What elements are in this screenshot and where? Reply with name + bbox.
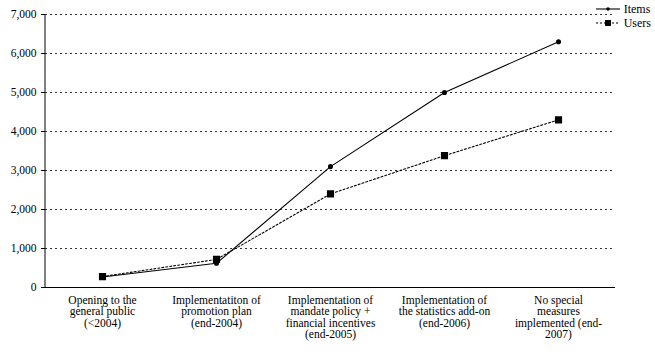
svg-text:Implementation ofmandate polic: Implementation ofmandate policy +financi… bbox=[286, 294, 376, 342]
html-text:Users: Users bbox=[623, 15, 651, 30]
svg-text:2,000: 2,000 bbox=[11, 203, 37, 216]
svg-text:4,000: 4,000 bbox=[11, 125, 37, 138]
svg-text:6,000: 6,000 bbox=[11, 47, 37, 60]
html-text:Items: Items bbox=[623, 1, 651, 16]
svg-text:5,000: 5,000 bbox=[11, 86, 37, 99]
svg-text:Implementatiton ofpromotion pl: Implementatiton ofpromotion plan(end-200… bbox=[172, 294, 261, 330]
svg-text:No specialmeasuresimplemented: No specialmeasuresimplemented (end-2007) bbox=[515, 294, 602, 342]
svg-text:3,000: 3,000 bbox=[11, 164, 37, 177]
svg-text:7,000: 7,000 bbox=[11, 8, 37, 21]
svg-text:Implementation ofthe statistic: Implementation ofthe statistics add-on(e… bbox=[399, 294, 491, 330]
svg-text:1,000: 1,000 bbox=[11, 242, 37, 255]
svg-text:0: 0 bbox=[31, 281, 37, 293]
svg-text:Opening to thegeneral public(<: Opening to thegeneral public(<2004) bbox=[68, 294, 136, 330]
